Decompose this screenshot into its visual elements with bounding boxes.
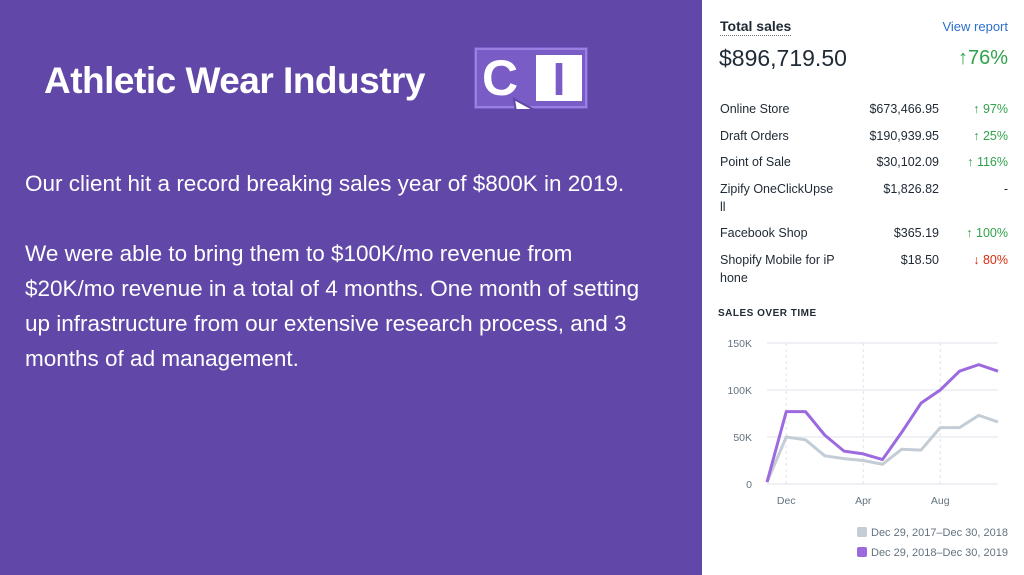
report-change: ↑76%	[957, 47, 1008, 69]
logo-border	[475, 48, 587, 108]
cursor-icon	[512, 97, 535, 109]
report-total: $896,719.50	[719, 45, 847, 71]
x-tick-label: Aug	[931, 495, 950, 507]
channel-change: ↑ 100%	[966, 226, 1008, 240]
channel-name: Shopify Mobile for iPhone	[720, 252, 835, 285]
series-line	[765, 363, 999, 483]
legend-swatch	[857, 527, 867, 537]
report-panel: Total sales View report $896,719.50 ↑76%…	[702, 0, 1024, 575]
channel-change: ↑ 97%	[973, 102, 1008, 116]
channel-name: Facebook Shop	[720, 226, 808, 240]
paragraph: We were able to bring them to $100K/mo r…	[25, 241, 640, 371]
channel-change: ↑ 116%	[967, 155, 1008, 169]
legend-label: Dec 29, 2017–Dec 30, 2018	[871, 527, 1008, 539]
report-title: Total sales	[720, 18, 792, 36]
channel-row: Shopify Mobile for iPhone $18.50 ↓ 80%	[720, 251, 1008, 296]
y-tick-label: 50K	[733, 432, 752, 444]
channel-table: Online Store $673,466.95 ↑ 97% Draft Orders…	[720, 100, 1008, 295]
channel-change: ↓ 80%	[973, 252, 1008, 267]
channel-value: $30,102.09	[876, 155, 939, 169]
channel-name: Draft Orders	[720, 128, 789, 143]
y-tick-label: 100K	[727, 385, 752, 397]
logo-i: I	[553, 53, 566, 105]
x-tick-label: Apr	[855, 495, 872, 507]
channel-change: -	[1003, 181, 1008, 196]
channel-name: Zipify OneClickUpsell	[720, 181, 834, 214]
channel-change: ↑ 25%	[973, 128, 1008, 143]
channel-row: Facebook Shop $365.19 ↑ 100%	[720, 224, 1008, 251]
legend-label: Dec 29, 2018–Dec 30, 2019	[871, 547, 1008, 559]
legend-swatch	[857, 547, 867, 557]
series-line	[765, 413, 999, 483]
channel-value: $1,826.82	[883, 181, 939, 196]
logo-box	[536, 55, 582, 101]
channel-value: $365.19	[893, 226, 939, 240]
y-tick-label: 150K	[727, 338, 752, 350]
x-tick-label: Dec	[777, 495, 796, 507]
channel-value: $18.50	[900, 252, 939, 267]
channel-row: Draft Orders $190,939.95 ↑ 25%	[720, 127, 1008, 154]
chart-title: SALES OVER TIME	[718, 308, 817, 319]
logo-c: C	[482, 50, 518, 106]
channel-value: $190,939.95	[869, 128, 939, 143]
channel-name: Point of Sale	[720, 155, 791, 169]
channel-row: Online Store $673,466.95 ↑ 97%	[720, 100, 1008, 127]
channel-row: Zipify OneClickUpsell $1,826.82 -	[720, 180, 1008, 225]
channel-name: Online Store	[720, 102, 790, 116]
slide-title: Athletic Wear Industry	[44, 60, 426, 101]
chart: SALES OVER TIME 0 50K 100K 150K Dec Apr Aug Dec …	[718, 308, 1008, 559]
paragraph: Our client hit a record breaking sales y…	[25, 171, 625, 196]
logo: C I	[474, 47, 588, 109]
slide: Athletic Wear Industry C I Our client hi…	[0, 0, 702, 575]
channel-row: Point of Sale $30,102.09 ↑ 116%	[720, 153, 1008, 180]
view-report-link[interactable]: View report	[942, 19, 1008, 34]
y-tick-label: 0	[746, 479, 752, 491]
channel-value: $673,466.95	[869, 102, 939, 116]
